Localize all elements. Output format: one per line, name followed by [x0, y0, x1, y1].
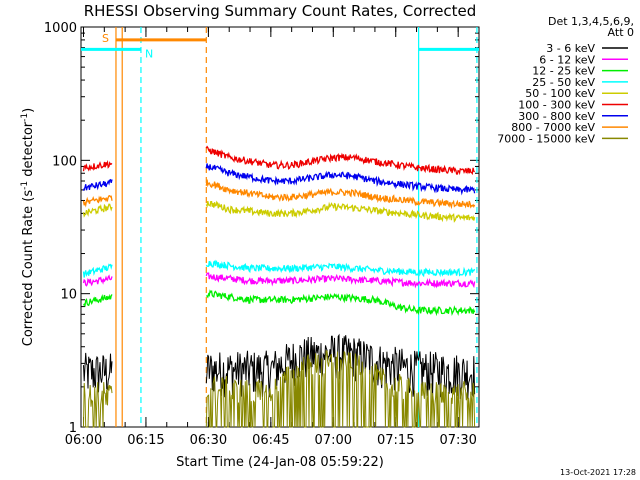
- x-tick-label: 07:00: [315, 433, 352, 448]
- series-line: [83, 352, 113, 393]
- series-line: [205, 259, 476, 278]
- x-tick-label: 06:45: [252, 433, 289, 448]
- series-line: [205, 163, 476, 196]
- legend-header: Det 1,3,4,5,6,9,: [548, 15, 634, 28]
- legend-entry-label: 25 - 50 keV: [532, 76, 595, 89]
- flag-label: N: [145, 47, 153, 60]
- legend-entry-label: 50 - 100 keV: [525, 87, 595, 100]
- series-line: [82, 159, 113, 172]
- x-axis-label: Start Time (24-Jan-08 05:59:22): [176, 455, 384, 470]
- series-line: [82, 203, 113, 218]
- legend-entry-label: 6 - 12 keV: [539, 53, 595, 66]
- legend-entry-label: 7000 - 15000 keV: [497, 132, 595, 145]
- data-series: [82, 145, 476, 428]
- series-line: [205, 350, 476, 428]
- footer-timestamp: 13-Oct-2021 17:28: [560, 468, 636, 477]
- series-line: [205, 200, 476, 223]
- y-tick-label: 1000: [44, 21, 77, 36]
- x-tick-label: 06:30: [190, 433, 227, 448]
- x-tick-label: 07:15: [377, 433, 414, 448]
- legend-entry-label: 3 - 6 keV: [546, 42, 595, 55]
- legend-entry-label: 100 - 300 keV: [518, 99, 595, 112]
- y-tick-label: 1: [69, 421, 77, 436]
- y-axis-label: Corrected Count Rate (s-1 detector-1): [20, 108, 36, 346]
- x-tick-label: 07:30: [439, 433, 476, 448]
- series-line: [83, 382, 113, 428]
- chart-title: RHESSI Observing Summary Count Rates, Co…: [84, 2, 477, 20]
- y-tick-label: 100: [52, 154, 77, 169]
- legend-header: Att 0: [608, 26, 634, 39]
- series-line: [205, 333, 476, 399]
- series-line: [82, 263, 113, 278]
- series-line: [206, 289, 476, 317]
- y-tick-label: 10: [60, 288, 77, 303]
- series-line: [82, 293, 113, 308]
- flag-label: S: [102, 32, 109, 45]
- series-line: [82, 274, 113, 287]
- legend-entry-label: 12 - 25 keV: [532, 65, 595, 78]
- series-line: [205, 145, 476, 176]
- legend-entry-label: 800 - 7000 keV: [511, 121, 595, 134]
- flag-annotations: SN: [81, 32, 479, 60]
- series-line: [205, 179, 476, 210]
- legend-entry-label: 300 - 800 keV: [518, 110, 595, 123]
- x-tick-label: 06:00: [65, 433, 102, 448]
- vertical-markers: [115, 27, 478, 427]
- x-axis-ticks: 06:00 06:15 06:30 06:45 07:00 07:15 07:30: [65, 27, 480, 448]
- series-line: [82, 178, 113, 191]
- series-line: [205, 272, 476, 289]
- x-tick-label: 06:15: [127, 433, 164, 448]
- series-line: [82, 195, 113, 208]
